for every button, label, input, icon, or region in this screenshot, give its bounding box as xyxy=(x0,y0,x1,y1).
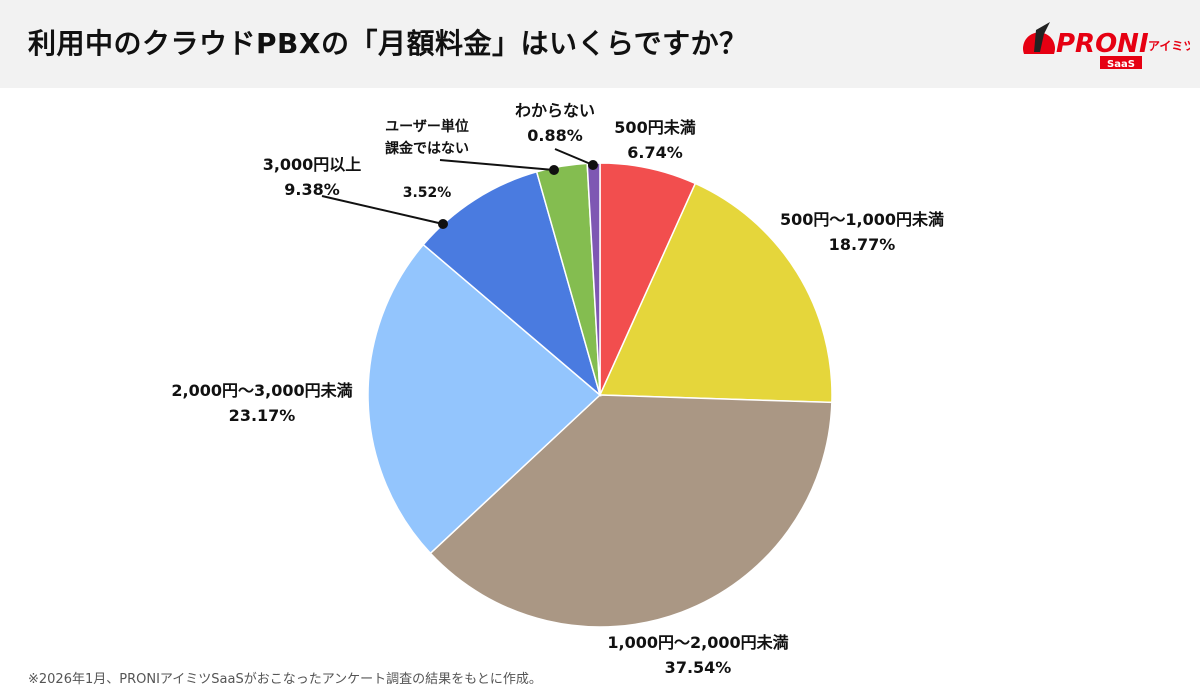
label-1000-2000: 1,000円〜2,000円未満 37.54% xyxy=(607,630,788,680)
label-value: 0.88% xyxy=(527,126,583,145)
leader-line-3000-plus xyxy=(321,195,444,225)
label-500-1000: 500円〜1,000円未満 18.77% xyxy=(780,207,944,257)
footnote: ※2026年1月、PRONIアイミツSaaSがおこなったアンケート調査の結果をも… xyxy=(28,672,542,687)
label-name: 1,000円〜2,000円未満 xyxy=(607,633,789,652)
proni-logo: PRONI アイミツ SaaS xyxy=(1020,16,1195,72)
label-2000-3000: 2,000円〜3,000円未満 23.17% xyxy=(171,378,352,428)
label-name: 3,000円以上 xyxy=(262,155,362,174)
pie-slice-3 xyxy=(367,243,602,555)
header: 利用中のクラウドPBXの「月額料金」はいくらですか？ PRONI アイミツ Sa… xyxy=(0,0,1200,88)
svg-text:PRONI: PRONI xyxy=(1056,29,1149,59)
label-value: 3.52% xyxy=(402,185,452,201)
label-value: 37.54% xyxy=(664,658,732,677)
label-3000-plus: 3,000円以上 9.38% xyxy=(263,152,362,202)
label-name: ユーザー単位 課金ではない xyxy=(385,119,469,157)
leader-line-unknown xyxy=(554,148,594,166)
label-name: わからない xyxy=(514,101,596,120)
page-title: 利用中のクラウドPBXの「月額料金」はいくらですか？ xyxy=(28,27,748,60)
pie-slice-2 xyxy=(429,394,833,628)
leader-line-not-per-user xyxy=(439,159,555,171)
label-value: 18.77% xyxy=(828,235,896,254)
label-unknown: わからない 0.88% xyxy=(515,98,595,148)
leader-dot-unknown xyxy=(588,160,598,170)
leader-dot-3000-plus xyxy=(438,219,448,229)
label-not-per-user: ユーザー単位 課金ではない 3.52% xyxy=(385,94,469,226)
pie-slice-1 xyxy=(598,182,833,404)
label-under-500: 500円未満 6.74% xyxy=(614,115,695,165)
label-name: 500円未満 xyxy=(614,118,696,137)
label-value: 6.74% xyxy=(627,143,683,162)
label-name: 2,000円〜3,000円未満 xyxy=(171,381,353,400)
pie-slice-4 xyxy=(422,170,602,398)
label-value: 23.17% xyxy=(228,406,296,425)
svg-text:アイミツ: アイミツ xyxy=(1148,39,1190,53)
leader-dot-not-per-user xyxy=(549,165,559,175)
logo-mark-icon: PRONI アイミツ SaaS xyxy=(1023,22,1195,70)
label-name: 500円〜1,000円未満 xyxy=(779,210,945,229)
svg-text:SaaS: SaaS xyxy=(1107,59,1135,70)
label-value: 9.38% xyxy=(284,180,340,199)
